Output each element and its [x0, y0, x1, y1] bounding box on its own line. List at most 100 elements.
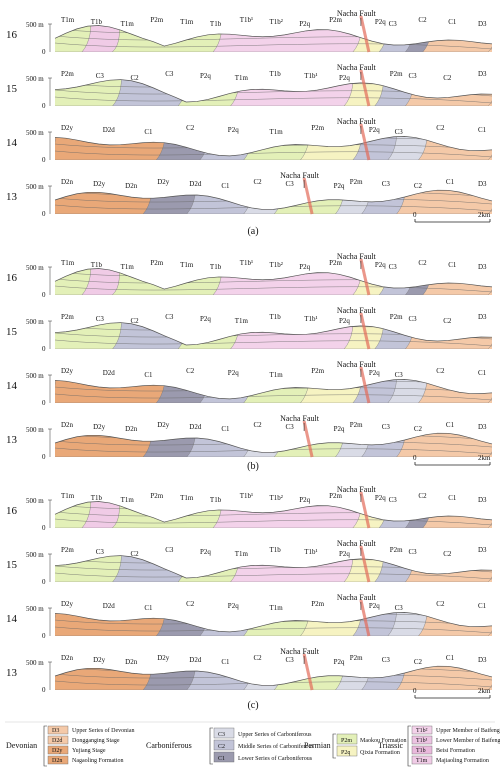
formation-label: C3 [382, 180, 391, 188]
formation-label: T1b [210, 20, 222, 28]
legend-code: C2 [218, 744, 225, 750]
legend-name: Yujiang Stage [72, 748, 106, 754]
panel-a: 16 500 m 0 Nacha Fault T1m T1b T1m P2m T1m T1b T1b… [6, 9, 493, 237]
stratum-band [155, 379, 212, 403]
formation-label: T1m [180, 494, 194, 502]
legend-code: C1 [218, 756, 225, 762]
formation-label: P2q [375, 261, 386, 269]
formation-label: P2m [150, 492, 163, 500]
legend-devonian: Devonian D3 Upper Series of Devonian D2d Don… [6, 725, 134, 765]
section-14: 14 500 m 0 Nacha Fault D2y D2d C1 C2 P2q T1m P2m P2… [6, 117, 493, 164]
elevation-label: 500 m [26, 497, 44, 505]
formation-label: P2m [329, 259, 342, 267]
formation-label: T1b¹ [240, 492, 253, 500]
formation-label: C1 [144, 371, 153, 379]
formation-label: P2q [334, 425, 345, 433]
legend-name: Upper Series of Devonian [72, 727, 134, 734]
formation-label: D2d [189, 423, 202, 431]
legend-code: T1b [416, 748, 426, 754]
formation-label: C3 [382, 423, 391, 431]
formation-label: D2n [125, 425, 138, 433]
formation-label: T1m [270, 371, 284, 379]
fold-line [55, 285, 492, 293]
fault-zone [302, 177, 314, 215]
topography-line [54, 379, 493, 400]
topography-line [54, 136, 493, 157]
formation-label: T1m [61, 16, 75, 24]
formation-label: C2 [186, 124, 195, 132]
zero-label: 0 [42, 632, 46, 640]
section-number: 14 [6, 613, 18, 625]
formation-label: T1b¹ [240, 259, 253, 267]
formation-label: D2d [189, 656, 202, 664]
fault-zone [359, 491, 371, 529]
formation-label: D2y [61, 124, 74, 132]
stratum-band [142, 433, 199, 457]
fold-line [55, 42, 492, 50]
legend-name: Lower Member of Baifeng Formation [436, 737, 500, 744]
legend-name: Lower Series of Carboniferous [238, 755, 313, 762]
fault-label: Nacha Fault [280, 414, 320, 423]
formation-label: T1m [121, 496, 135, 504]
fold-line [55, 96, 492, 104]
zero-label: 0 [42, 291, 46, 299]
fault-zone [359, 15, 371, 53]
legend-swatch [411, 725, 433, 735]
section-number: 13 [6, 434, 18, 446]
formation-label: D2y [93, 180, 106, 188]
section-13: 13 500 m 0 Nacha Fault D2n D2y D2n D2y D2d C1 C2 C3… [6, 414, 493, 461]
formation-label: P2q [339, 317, 350, 325]
elevation-label: 500 m [26, 605, 44, 613]
fault-zone [302, 420, 314, 458]
fault-zone [359, 123, 371, 161]
formation-label: T1m [61, 492, 75, 500]
section-14: 14 500 m 0 Nacha Fault D2y D2d C1 C2 P2q T1m P2m P2… [6, 593, 493, 640]
stratum-band [81, 25, 120, 52]
legend-name: Nagaoling Formation [72, 758, 124, 764]
formation-label: C3 [409, 72, 418, 80]
formation-label: D2n [125, 658, 138, 666]
stratum-band [418, 379, 492, 403]
formation-label: D3 [478, 656, 487, 664]
stratum-band [396, 190, 492, 214]
topography-line [54, 665, 493, 686]
stratum-band [112, 555, 190, 582]
stratum-band [155, 136, 212, 160]
formation-label: T1b [210, 263, 222, 271]
section-strata [55, 501, 492, 528]
formation-label: C3 [286, 180, 295, 188]
fault-label: Nacha Fault [337, 593, 377, 602]
formation-label: D2y [157, 654, 170, 662]
formation-label: C1 [446, 421, 455, 429]
legend-swatch [213, 751, 235, 763]
formation-label: P2q [299, 496, 310, 504]
stratum-band [243, 136, 312, 160]
elevation-label: 500 m [26, 183, 44, 191]
formation-label: D2y [61, 367, 74, 375]
formation-label: P2q [375, 18, 386, 26]
legend-code: D2d [52, 738, 62, 744]
formation-label: C1 [478, 369, 487, 377]
formation-label: P2q [375, 494, 386, 502]
formation-label: C3 [165, 70, 174, 78]
formation-label: C1 [478, 602, 487, 610]
topography-line [54, 432, 493, 453]
section-16: 16 500 m 0 Nacha Fault T1m T1b T1m P2m T1m T1b T1b… [6, 9, 493, 56]
elevation-label: 500 m [26, 372, 44, 380]
scale-zero: 0 [413, 211, 417, 219]
formation-label: P2q [200, 315, 211, 323]
scale-end: 2km [478, 454, 491, 462]
stratum-band [81, 501, 120, 528]
panel-c: 16 500 m 0 Nacha Fault T1m T1b T1m P2m T1m T1b T1b… [6, 485, 493, 711]
stratum-band [177, 322, 242, 349]
formation-label: T1b¹ [304, 315, 317, 323]
topography-line [54, 501, 493, 523]
formation-label: C3 [165, 546, 174, 554]
legend-bracket [332, 733, 336, 759]
topography-line [54, 79, 493, 103]
section-strata [55, 190, 492, 214]
formation-label: T1b² [270, 261, 283, 269]
section-number: 15 [6, 326, 18, 338]
fault-zone [359, 599, 371, 637]
formation-label: D2d [189, 180, 202, 188]
